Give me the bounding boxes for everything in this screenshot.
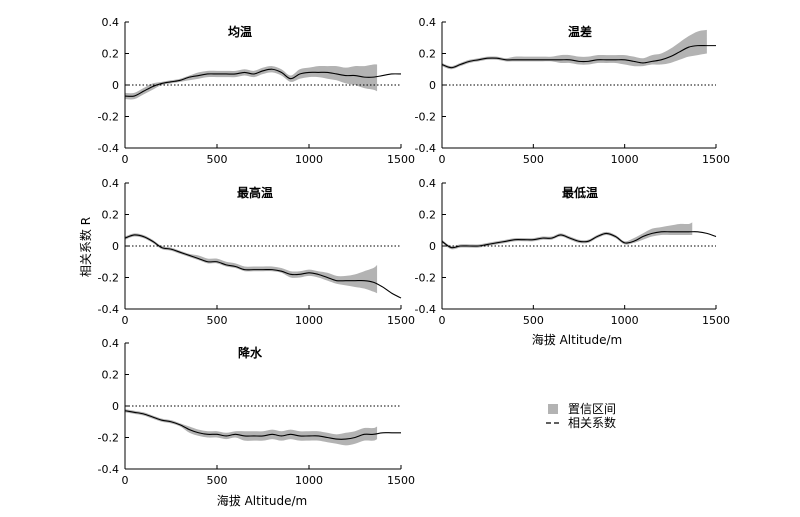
y-tick-label: 0.2 (102, 48, 120, 61)
y-tick-label: 0.4 (419, 16, 437, 29)
y-tick-label: 0 (429, 79, 436, 92)
y-tick-label: -0.2 (98, 432, 119, 445)
chart-panel-3: -0.4 -0.2 0 0.2 0.4 0 500 1000 1500 最低温 (415, 177, 730, 327)
panel-title: 均温 (228, 24, 252, 39)
x-tick-label: 1500 (387, 314, 415, 327)
correlation-line (124, 234, 402, 299)
y-tick-label: -0.4 (98, 303, 119, 316)
y-tick-label: -0.2 (415, 272, 436, 285)
y-tick-label: 0.4 (102, 177, 120, 190)
x-tick-label: 500 (207, 474, 228, 487)
x-tick-label: 500 (523, 153, 544, 166)
x-tick-label: 0 (439, 153, 446, 166)
y-tick-label: 0 (429, 240, 436, 253)
y-tick-label: 0.2 (419, 48, 437, 61)
y-tick-label: 0.4 (102, 337, 120, 350)
chart-panel-2: -0.4 -0.2 0 0.2 0.4 0 500 1000 1500 最高温 (98, 177, 415, 327)
x-axis-title-bottom: 海拔 Altitude/m (217, 493, 307, 508)
confidence-band (125, 64, 378, 100)
x-tick-label: 1500 (702, 314, 730, 327)
y-tick-label: 0.2 (419, 209, 437, 222)
chart-panel-1: -0.4 -0.2 0 0.2 0.4 0 500 1000 1500 温差 (415, 16, 730, 166)
panel-title: 最低温 (562, 185, 598, 200)
y-tick-label: -0.2 (415, 111, 436, 124)
x-tick-label: 0 (122, 314, 129, 327)
chart-panel-0: -0.4 -0.2 0 0.2 0.4 0 500 1000 1500 均温 (98, 16, 415, 166)
x-tick-label: 1000 (295, 153, 323, 166)
y-tick-label: -0.2 (98, 272, 119, 285)
panel-title: 最高温 (237, 185, 273, 200)
y-tick-label: 0 (112, 240, 119, 253)
confidence-band (442, 222, 693, 250)
panel-title: 降水 (238, 345, 263, 360)
legend-band-label: 置信区间 (568, 402, 616, 416)
x-tick-label: 1000 (295, 314, 323, 327)
y-tick-label: -0.4 (415, 142, 436, 155)
y-axis-title: 相关系数 R (78, 217, 93, 277)
x-tick-label: 500 (523, 314, 544, 327)
y-tick-label: -0.4 (98, 142, 119, 155)
x-tick-label: 1000 (611, 153, 639, 166)
x-tick-label: 0 (122, 153, 129, 166)
confidence-band (125, 233, 378, 294)
y-tick-label: -0.4 (415, 303, 436, 316)
y-tick-label: 0.4 (419, 177, 437, 190)
legend: 置信区间 相关系数 (546, 402, 616, 430)
y-tick-label: 0 (112, 400, 119, 413)
x-tick-label: 1000 (295, 474, 323, 487)
correlation-line (441, 44, 717, 69)
y-tick-label: 0.4 (102, 16, 120, 29)
correlation-line (124, 68, 402, 97)
chart-panel-4: -0.4 -0.2 0 0.2 0.4 0 500 1000 1500 降水 (98, 337, 415, 487)
confidence-band (125, 409, 378, 446)
y-tick-label: -0.2 (98, 111, 119, 124)
x-tick-label: 1500 (387, 474, 415, 487)
x-tick-label: 0 (122, 474, 129, 487)
correlation-line (124, 410, 401, 440)
x-axis-title-right: 海拔 Altitude/m (532, 332, 622, 347)
legend-band-swatch (548, 404, 558, 414)
x-tick-label: 1500 (702, 153, 730, 166)
panel-title: 温差 (568, 24, 592, 39)
y-tick-label: 0 (112, 79, 119, 92)
x-tick-label: 500 (207, 314, 228, 327)
correlation-line (441, 231, 717, 249)
y-tick-label: -0.4 (98, 463, 119, 476)
y-tick-label: 0.2 (102, 209, 120, 222)
x-tick-label: 1000 (611, 314, 639, 327)
x-tick-label: 0 (439, 314, 446, 327)
y-tick-label: 0.2 (102, 369, 120, 382)
x-tick-label: 1500 (387, 153, 415, 166)
x-tick-label: 500 (207, 153, 228, 166)
legend-line-label: 相关系数 (568, 415, 616, 430)
